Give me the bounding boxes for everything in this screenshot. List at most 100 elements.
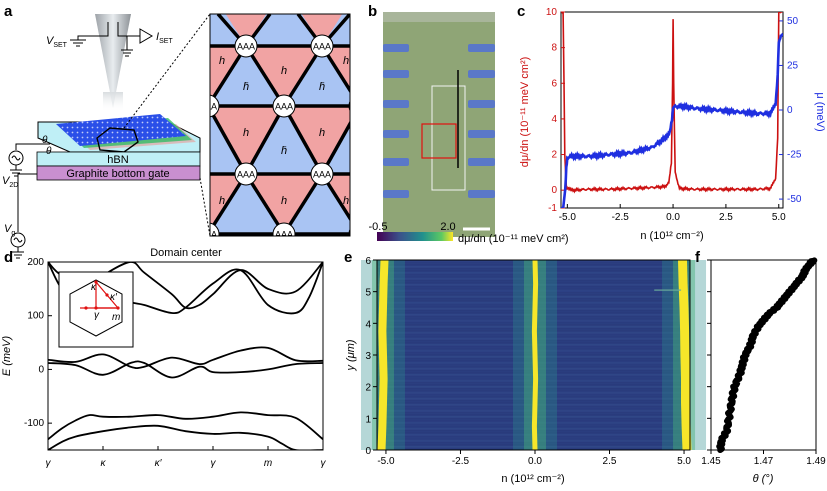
- zoom-line-bottom: [199, 177, 211, 237]
- d-title: Domain center: [150, 247, 222, 259]
- domain-wall: [282, 105, 324, 175]
- gate-layer: [36, 165, 201, 181]
- e-xlabel: n (10¹² cm⁻²): [501, 473, 564, 485]
- aaa-site: [234, 162, 258, 186]
- moire-h-label: h: [281, 195, 287, 207]
- electrode-left: [383, 70, 409, 78]
- c-ytick-left-label: 0: [551, 185, 557, 196]
- panel-letter-b: b: [368, 3, 377, 20]
- moire-red-domain: [210, 106, 284, 174]
- moire-inner: AAAAAAAAAAAAAAAAAAAAAAAAAAAAAAAAAAAAhh̄h…: [199, 14, 369, 240]
- moire-h-label: h: [243, 127, 249, 139]
- c-series-dmudn: [561, 12, 783, 194]
- d-ytick-label: 0: [38, 364, 44, 375]
- moire-red-domain: [284, 106, 350, 174]
- d-xtick-label: γ: [211, 458, 217, 469]
- electrode-right: [468, 130, 495, 138]
- aaa-site: [210, 94, 220, 118]
- panel-e: e -0.5 2.0 dμ/dn (10⁻¹¹ meV cm²) -5.0 -2.…: [344, 221, 707, 485]
- theta-label-1: θ: [42, 135, 48, 146]
- plot-e-axes: -5.0 -2.5 0.0 2.5 5.0 0 1 2 3 4 5 6: [365, 256, 691, 467]
- panel-letter-e: e: [344, 249, 352, 266]
- moire-h-label: h: [319, 127, 325, 139]
- electrode-left: [383, 44, 409, 52]
- f-xtick-label: 1.45: [701, 456, 721, 467]
- e-ytick-label: 0: [365, 446, 371, 457]
- domain-wall: [244, 45, 286, 107]
- d-band-b4: [48, 360, 323, 379]
- e-ytick-label: 5: [365, 288, 371, 299]
- e-xtick-label: 5.0: [677, 456, 691, 467]
- moire-frame: [209, 13, 351, 237]
- c-ytick-left-label: 4: [551, 114, 557, 125]
- e-ytick-label: 2: [365, 383, 371, 394]
- aaa-label: AAA: [237, 170, 255, 180]
- v2d-label: V2D: [2, 175, 18, 189]
- plot-c-series: [561, 12, 783, 208]
- aaa-site: [348, 100, 350, 112]
- gate-label: Graphite bottom gate: [66, 168, 169, 180]
- c-ytick-left-label: 10: [546, 7, 558, 18]
- inset-kappa: κ: [91, 282, 97, 293]
- d-band-b5: [48, 411, 323, 441]
- domain-wall: [210, 105, 248, 175]
- stm-circuit: [70, 22, 153, 57]
- moire-pattern: AAAAAAAAAAAAAAAAAAAAAAAAAAAAAAAAAAAAhh̄h…: [199, 13, 369, 240]
- aaa-label: AAA: [351, 230, 369, 240]
- heatmap-peak-right: [678, 260, 692, 450]
- inset-gamma: γ: [94, 310, 100, 321]
- c-xtick-label: 0.0: [666, 212, 680, 223]
- moire-hbar-label: h̄: [243, 81, 249, 93]
- heatmap: [360, 260, 707, 450]
- c-xtick-label: -2.5: [612, 212, 630, 223]
- panel-c: c -5.0 -2.5 0.0 2.5 5.0-10246810-50-2502550 …: [517, 3, 826, 242]
- electrode-left: [383, 100, 409, 108]
- electrodes: [383, 44, 495, 198]
- domain-wall: [210, 45, 248, 107]
- c-ytick-right-label: -50: [787, 194, 802, 205]
- e-ytick-label: 1: [365, 414, 371, 425]
- theta-label-2: θ: [46, 146, 52, 157]
- domain-wall: [244, 173, 286, 235]
- d-ylabel: E (meV): [1, 335, 13, 376]
- panel-letter-c: c: [517, 3, 525, 20]
- domain-wall: [282, 173, 324, 235]
- scan-region-red: [421, 123, 457, 159]
- d-ytick-label: 100: [27, 311, 44, 322]
- bz-inset: κ κ′ γ m: [58, 271, 134, 348]
- inset-m: m: [112, 312, 120, 323]
- electrode-right: [468, 70, 495, 78]
- e-xtick-label: -2.5: [452, 456, 470, 467]
- electrode-right: [468, 44, 495, 52]
- colorbar-label: dμ/dn (10⁻¹¹ meV cm²): [458, 233, 569, 245]
- d-ytick-label: -100: [24, 418, 44, 429]
- c-ytick-right-label: 50: [787, 16, 799, 27]
- c-ytick-right-label: -25: [787, 150, 802, 161]
- panel-letter-d: d: [4, 249, 13, 266]
- moire-h-label: h: [343, 55, 349, 67]
- panel-d: d Domain center γ κ κ′ γ m γ -100 0 100 200 E (me…: [1, 247, 327, 469]
- aaa-label: AAA: [275, 230, 293, 240]
- d-xtick-label: κ: [101, 458, 107, 469]
- bias-circuit: [8, 143, 50, 259]
- electrode-left: [383, 190, 409, 198]
- colorbar-min: -0.5: [369, 221, 388, 233]
- d-ytick-label: 200: [27, 257, 44, 268]
- plot-f-axes: 1.45 1.47 1.49: [701, 259, 826, 467]
- domain-wall: [282, 45, 324, 107]
- aaa-label: AAA: [199, 102, 217, 112]
- iset-label: ISET: [156, 31, 173, 45]
- f-theta-curve: [716, 257, 818, 453]
- d-band-b6: [48, 424, 323, 450]
- d-xtick-label: γ: [46, 458, 52, 469]
- moire-h-label: h: [219, 195, 225, 207]
- c-xtick-label: 5.0: [772, 212, 786, 223]
- c-ytick-left-label: 2: [551, 150, 557, 161]
- plot-d-frame: [47, 261, 324, 451]
- c-series-mu: [561, 32, 783, 208]
- moire-red-domain: [225, 14, 267, 46]
- domain-wall: [320, 173, 350, 222]
- f-xlabel: θ (°): [753, 473, 774, 485]
- e-ylabel: y (μm): [345, 339, 357, 371]
